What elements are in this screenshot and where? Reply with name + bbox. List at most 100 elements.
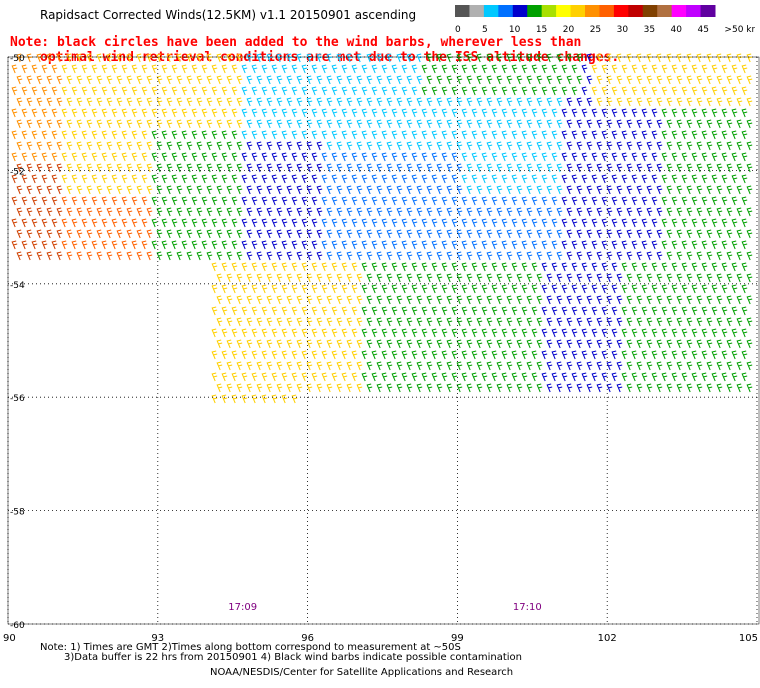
- wind-barb: [516, 75, 523, 85]
- wind-barb: [621, 328, 628, 338]
- wind-barb: [636, 97, 643, 107]
- wind-barb: [256, 75, 263, 85]
- wind-barb: [11, 152, 18, 162]
- wind-barb: [611, 64, 618, 74]
- wind-barb: [86, 229, 93, 239]
- wind-barb: [426, 339, 433, 349]
- wind-barb: [431, 284, 438, 294]
- wind-barb: [701, 64, 708, 74]
- wind-barb: [326, 295, 333, 305]
- wind-barb: [681, 328, 688, 338]
- wind-barb: [341, 372, 348, 382]
- wind-barb: [591, 284, 598, 294]
- wind-barb: [106, 119, 113, 129]
- wind-barb: [336, 273, 343, 283]
- wind-barb: [716, 53, 723, 63]
- wind-barb: [576, 295, 583, 305]
- wind-barb: [421, 64, 428, 74]
- wind-barb: [441, 240, 448, 250]
- wind-barb: [206, 97, 213, 107]
- wind-barb: [536, 251, 543, 261]
- wind-barb: [201, 240, 208, 250]
- wind-barb: [601, 152, 608, 162]
- wind-barb: [316, 317, 323, 327]
- wind-barb: [371, 196, 378, 206]
- wind-barb: [56, 229, 63, 239]
- wind-barb: [361, 306, 368, 316]
- wind-barb: [326, 119, 333, 129]
- wind-barb: [516, 273, 523, 283]
- wind-barb: [496, 295, 503, 305]
- wind-barb: [341, 262, 348, 272]
- wind-barb: [581, 86, 588, 96]
- wind-barb: [271, 372, 278, 382]
- wind-barb: [631, 372, 638, 382]
- wind-barb: [286, 97, 293, 107]
- wind-barb: [716, 383, 723, 393]
- wind-barb: [501, 306, 508, 316]
- wind-barb: [311, 108, 318, 118]
- wind-barb: [236, 361, 243, 371]
- wind-barb: [716, 141, 723, 151]
- wind-barb: [216, 141, 223, 151]
- wind-barb: [531, 218, 538, 228]
- wind-barb: [31, 240, 38, 250]
- wind-barb: [516, 339, 523, 349]
- wind-barb: [596, 141, 603, 151]
- wind-barb: [241, 240, 248, 250]
- wind-barb: [736, 119, 743, 129]
- wind-barb: [476, 295, 483, 305]
- wind-barb: [486, 185, 493, 195]
- wind-barb: [616, 163, 623, 173]
- wind-barb: [616, 295, 623, 305]
- wind-barb: [426, 317, 433, 327]
- colorbar-tick-label: 30: [617, 25, 629, 35]
- wind-barb: [236, 163, 243, 173]
- wind-barb: [381, 240, 388, 250]
- wind-barb: [246, 361, 253, 371]
- wind-barb: [41, 240, 48, 250]
- wind-barb: [166, 251, 173, 261]
- wind-barb: [621, 350, 628, 360]
- wind-barb: [471, 86, 478, 96]
- wind-barb: [471, 108, 478, 118]
- wind-barb: [631, 262, 638, 272]
- wind-barb: [671, 372, 678, 382]
- wind-barb: [461, 240, 468, 250]
- wind-barb: [61, 196, 68, 206]
- wind-barb: [231, 218, 238, 228]
- wind-barb: [221, 394, 228, 404]
- wind-barb: [186, 251, 193, 261]
- wind-barb: [641, 350, 648, 360]
- wind-barb: [416, 53, 423, 63]
- wind-barb: [156, 185, 163, 195]
- wind-barb: [731, 108, 738, 118]
- wind-barb: [606, 273, 613, 283]
- wind-barb: [486, 295, 493, 305]
- wind-barb: [256, 97, 263, 107]
- wind-barb: [601, 108, 608, 118]
- wind-barb: [436, 163, 443, 173]
- wind-barb: [396, 141, 403, 151]
- wind-barb: [476, 75, 483, 85]
- wind-barb: [206, 229, 213, 239]
- wind-barb: [721, 284, 728, 294]
- wind-barb: [306, 97, 313, 107]
- wind-barb: [46, 207, 53, 217]
- wind-barb: [211, 64, 218, 74]
- wind-barb: [741, 196, 748, 206]
- wind-barb: [661, 86, 668, 96]
- wind-barb: [321, 86, 328, 96]
- wind-barb: [136, 229, 143, 239]
- wind-barb: [236, 317, 243, 327]
- wind-barb: [501, 372, 508, 382]
- wind-barb: [311, 152, 318, 162]
- wind-barb: [541, 218, 548, 228]
- wind-barb: [721, 240, 728, 250]
- wind-barb: [441, 218, 448, 228]
- wind-barb: [471, 218, 478, 228]
- wind-barb: [66, 141, 73, 151]
- wind-barb: [601, 218, 608, 228]
- wind-barb: [676, 295, 683, 305]
- wind-barb: [141, 130, 148, 140]
